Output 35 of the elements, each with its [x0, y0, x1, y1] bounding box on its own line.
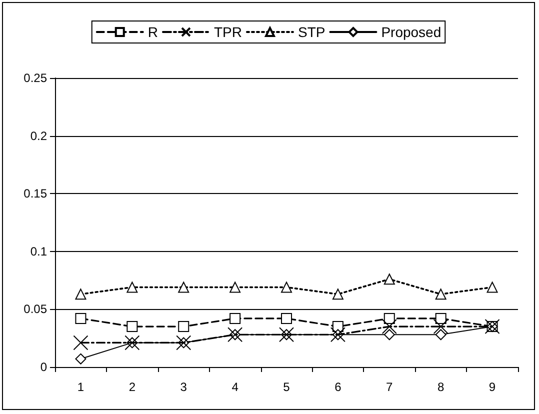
point [384, 312, 395, 324]
x-tick-label: 3 [180, 380, 188, 394]
point [281, 312, 292, 324]
x-tick-label: 2 [128, 380, 136, 394]
point [230, 312, 241, 324]
y-tick-label: 0.2 [30, 128, 48, 143]
legend-label: Proposed [381, 24, 442, 40]
x-tick-label: 4 [232, 380, 239, 394]
legend-label: R [148, 24, 158, 40]
point [435, 312, 446, 324]
point [281, 282, 292, 293]
x-tick-label: 1 [77, 380, 84, 394]
point [126, 282, 138, 293]
point [230, 282, 241, 293]
point [178, 282, 190, 293]
x-tick-label: 5 [283, 380, 290, 394]
point [435, 288, 446, 300]
point [486, 282, 498, 293]
legend-label: TPR [214, 24, 242, 40]
x-tick-label: 9 [488, 380, 496, 394]
legend-label: STP [298, 24, 326, 40]
point [126, 321, 138, 332]
y-tick-label: 0.05 [24, 302, 48, 316]
point [384, 274, 395, 285]
point [75, 312, 86, 324]
y-tick-label: 0.1 [30, 244, 48, 258]
x-tick-label: 8 [437, 380, 444, 394]
point [332, 288, 344, 300]
point [75, 288, 86, 300]
x-tick-label: 7 [386, 380, 394, 394]
y-tick-label: 0.25 [24, 71, 48, 85]
y-tick-label: 0.15 [24, 186, 48, 201]
x-tick-label: 6 [334, 380, 342, 394]
y-tick-label: 0 [40, 360, 48, 374]
point [178, 321, 190, 332]
